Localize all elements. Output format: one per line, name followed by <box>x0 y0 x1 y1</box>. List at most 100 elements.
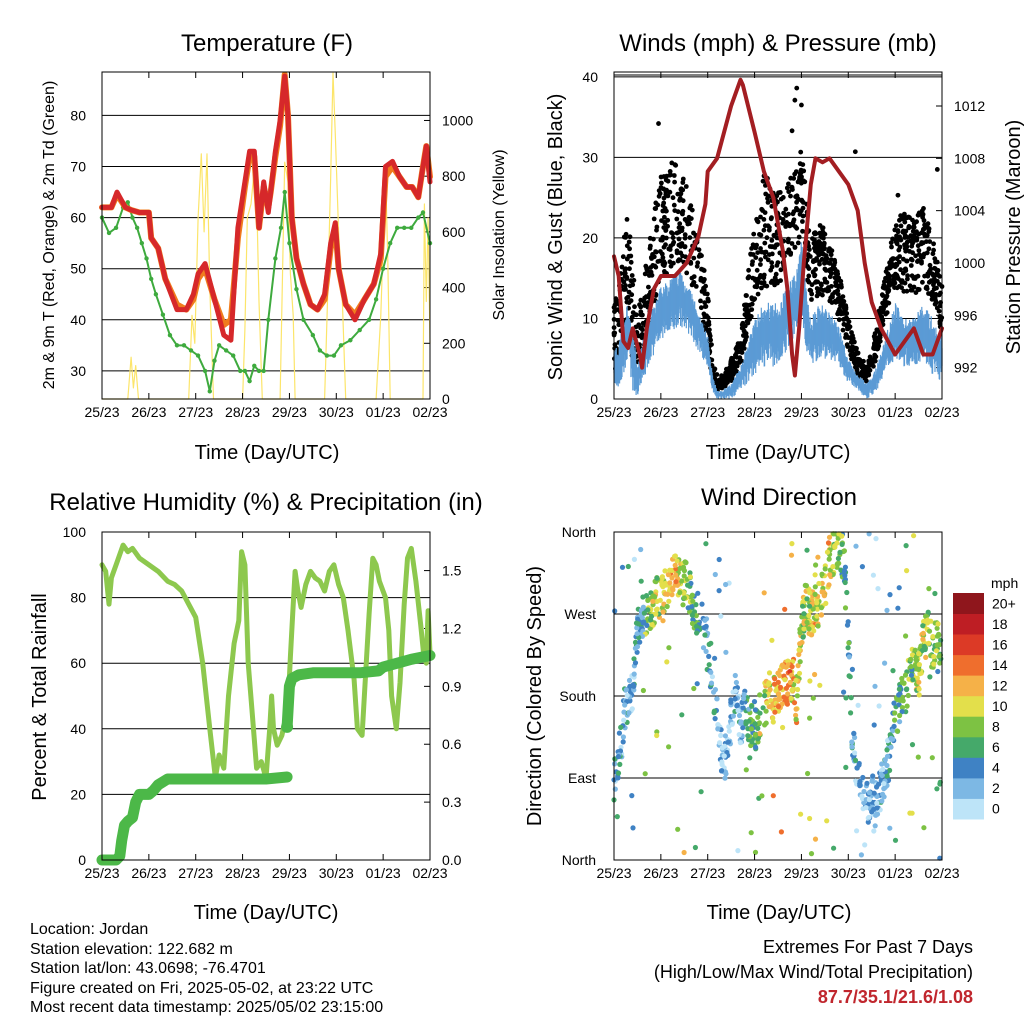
temperature-ylabel-right: Solar Insolation (Yellow) <box>491 149 508 320</box>
direction-point <box>934 642 941 648</box>
gust-point <box>800 228 805 234</box>
colorbar-swatch <box>953 716 984 738</box>
direction-point <box>891 700 897 706</box>
gust-point <box>916 287 922 292</box>
direction-point <box>876 703 882 709</box>
direction-point <box>930 634 936 640</box>
dewpoint-point <box>357 327 362 333</box>
winds-xtick-label: 26/23 <box>643 404 678 420</box>
direction-point <box>681 595 688 601</box>
direction-point <box>904 568 910 574</box>
direction-point <box>629 793 635 799</box>
gust-point <box>902 246 908 252</box>
direction-point <box>795 663 801 669</box>
direction-point <box>890 728 896 734</box>
winds-ytick-right-label: 1012 <box>954 98 985 114</box>
gust-point <box>931 241 936 247</box>
gust-point <box>817 259 822 265</box>
direction-point <box>846 673 852 679</box>
gust-point <box>788 252 793 257</box>
direction-point <box>849 739 855 745</box>
direction-point <box>909 742 916 748</box>
direction-point <box>801 626 807 632</box>
gust-point <box>889 244 894 250</box>
gust-point <box>640 327 645 333</box>
direction-point <box>631 687 637 693</box>
direction-point <box>634 631 640 637</box>
gust-point <box>780 217 786 222</box>
direction-point <box>866 790 873 796</box>
winds-title: Winds (mph) & Pressure (mb) <box>619 30 936 57</box>
direction-point <box>846 640 852 646</box>
direction-point <box>740 705 746 711</box>
gust-point <box>628 278 634 284</box>
gust-point <box>894 262 900 268</box>
direction-point <box>703 541 709 547</box>
direction-point <box>616 730 623 736</box>
direction-point <box>926 628 933 634</box>
gust-point <box>742 302 747 308</box>
gust-point <box>910 217 915 223</box>
gust-point <box>765 193 771 199</box>
humidity-ytick-right-label: 1.5 <box>442 563 462 579</box>
direction-point <box>708 680 715 686</box>
direction-point <box>672 562 678 568</box>
gust-point <box>781 210 786 216</box>
direction-point <box>631 556 638 563</box>
direction-point <box>747 755 753 761</box>
direction-point <box>806 603 813 609</box>
gust-point <box>817 242 822 247</box>
gust-point <box>932 256 938 262</box>
winds-xtick-label: 02/23 <box>924 404 959 420</box>
gust-point <box>816 252 822 258</box>
station-location: Location: Jordan <box>30 921 149 938</box>
direction-point <box>904 703 910 709</box>
direction-point <box>632 639 639 646</box>
direction-panel: Wind Direction NorthEastSouthWestNorth25… <box>524 484 1018 924</box>
direction-point <box>648 617 654 623</box>
gust-point <box>786 211 791 217</box>
gust-point <box>701 279 706 284</box>
direction-point <box>870 572 877 578</box>
direction-point <box>788 552 795 558</box>
gust-point <box>682 232 688 238</box>
direction-point <box>666 744 672 750</box>
direction-point <box>706 641 712 648</box>
direction-point <box>920 636 926 642</box>
gust-point <box>624 256 630 262</box>
direction-point <box>800 603 806 609</box>
gust-outlier-point <box>799 102 804 108</box>
gust-point <box>795 207 801 213</box>
direction-point <box>641 619 647 625</box>
direction-point <box>855 702 861 708</box>
gust-point <box>661 195 667 201</box>
gust-point <box>658 237 664 243</box>
direction-point <box>819 589 825 595</box>
gust-point <box>894 285 900 291</box>
gust-point <box>911 224 917 230</box>
gust-point <box>814 293 820 299</box>
temperature-ytick-label: 70 <box>70 159 86 175</box>
direction-point <box>662 591 669 597</box>
gust-point <box>647 246 653 251</box>
gust-point <box>751 231 757 237</box>
gust-point <box>908 287 914 293</box>
direction-point <box>751 699 758 705</box>
speed-colorbar: mph 0 2 4 6 8 10 12 14 16 18 20+ <box>953 575 1018 820</box>
gust-point <box>626 300 632 305</box>
direction-point <box>934 625 940 631</box>
direction-point <box>745 733 751 739</box>
gust-point <box>743 337 748 343</box>
gust-point <box>687 235 693 241</box>
direction-point <box>881 781 887 787</box>
direction-point <box>827 572 833 578</box>
temperature-ytick-right-label: 1000 <box>442 112 473 128</box>
gust-point <box>660 203 666 208</box>
direction-point <box>929 755 935 761</box>
gust-point <box>896 247 902 253</box>
humidity-ytick-label: 60 <box>70 655 86 671</box>
gust-point <box>755 250 761 256</box>
direction-point <box>825 540 832 546</box>
gust-point <box>925 273 931 279</box>
direction-point <box>910 677 916 683</box>
